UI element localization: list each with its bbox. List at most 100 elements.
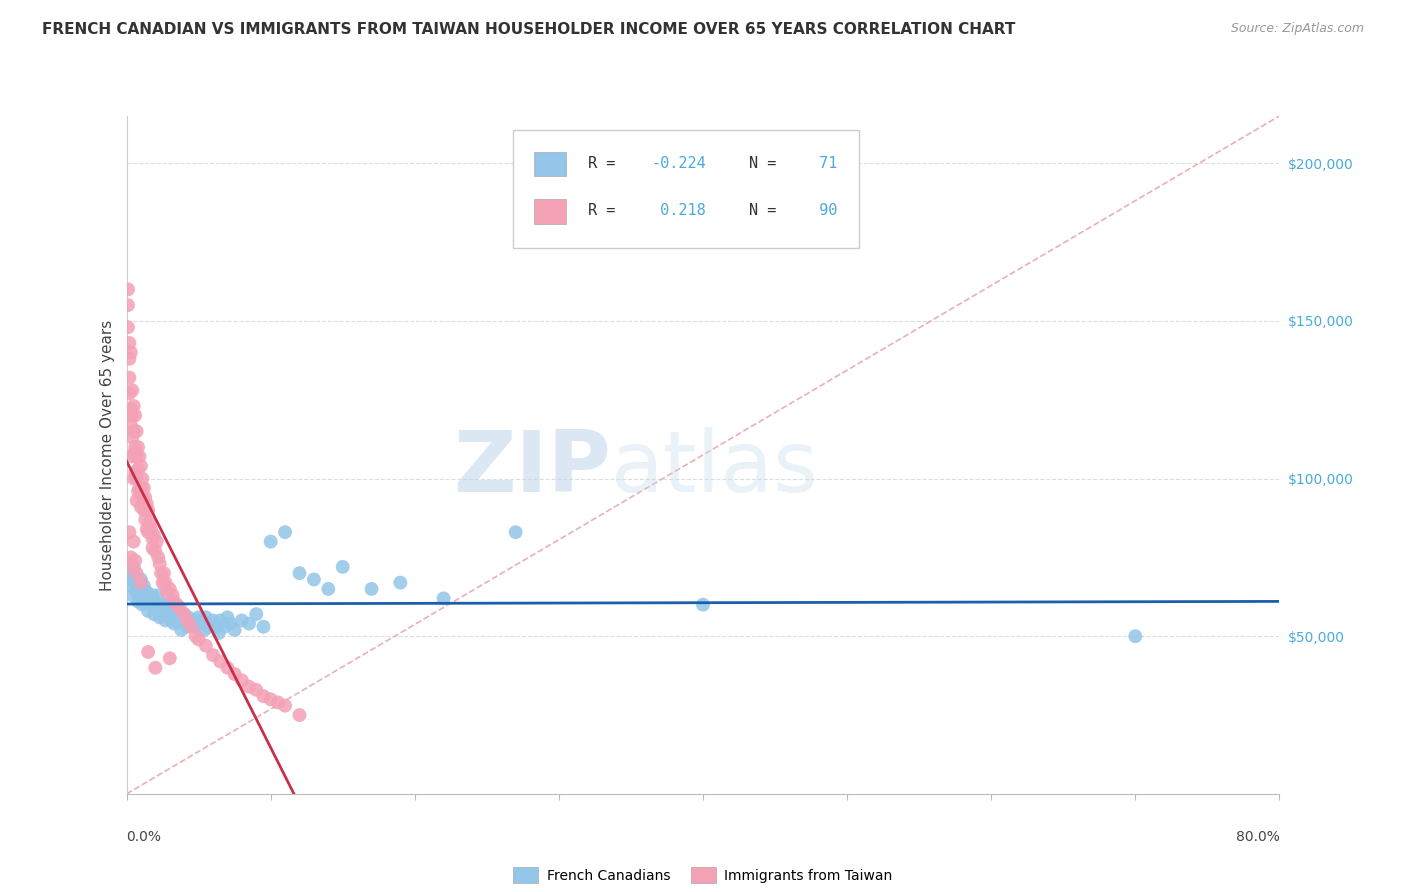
Point (129, 481, 152, 495)
Bar (533, 152, 565, 177)
Point (129, 458, 152, 473)
Point (124, 465, 146, 479)
Point (173, 607, 195, 622)
Point (125, 585, 148, 599)
Point (124, 409, 146, 423)
Point (194, 639, 217, 653)
Point (129, 575, 152, 590)
Point (117, 566, 139, 581)
Text: atlas: atlas (610, 427, 818, 510)
Point (163, 594, 186, 608)
Point (125, 566, 148, 581)
Point (152, 575, 174, 590)
Point (122, 446, 145, 460)
Text: N =: N = (749, 156, 786, 171)
Point (205, 620, 228, 634)
Text: R =: R = (588, 203, 624, 219)
Point (166, 604, 188, 618)
Point (127, 462, 149, 476)
Text: FRENCH CANADIAN VS IMMIGRANTS FROM TAIWAN HOUSEHOLDER INCOME OVER 65 YEARS CORRE: FRENCH CANADIAN VS IMMIGRANTS FROM TAIWA… (42, 22, 1015, 37)
Point (238, 680, 260, 694)
Point (176, 620, 198, 634)
Point (120, 550, 142, 565)
Point (259, 692, 281, 706)
Point (121, 588, 143, 602)
Text: 71: 71 (810, 156, 838, 171)
Point (167, 614, 190, 628)
Point (145, 661, 166, 675)
Point (135, 522, 157, 536)
Point (129, 588, 152, 602)
Point (155, 575, 177, 590)
Point (128, 582, 150, 596)
Point (245, 607, 267, 622)
Point (183, 620, 205, 634)
Point (170, 623, 193, 637)
Point (121, 409, 143, 423)
Point (141, 588, 163, 602)
Point (120, 573, 142, 587)
Point (219, 616, 242, 631)
Point (173, 607, 195, 622)
Point (134, 491, 156, 505)
Point (162, 607, 184, 622)
Point (259, 534, 281, 549)
Point (360, 582, 382, 596)
Point (117, 282, 139, 296)
Point (117, 298, 139, 312)
Text: N =: N = (749, 203, 786, 219)
Point (131, 491, 153, 505)
Point (139, 522, 162, 536)
Point (267, 695, 290, 709)
Point (302, 573, 325, 587)
Point (190, 616, 212, 631)
Legend: French Canadians, Immigrants from Taiwan: French Canadians, Immigrants from Taiwan (508, 862, 898, 888)
Point (184, 629, 207, 643)
Point (146, 600, 169, 615)
Point (134, 591, 156, 606)
Point (166, 598, 188, 612)
Point (121, 384, 143, 398)
Point (288, 708, 311, 723)
Text: ZIP: ZIP (453, 427, 610, 510)
Point (142, 528, 165, 542)
Point (122, 559, 145, 574)
Point (121, 450, 143, 464)
Point (124, 569, 146, 583)
Point (180, 616, 202, 631)
Point (129, 573, 152, 587)
Point (122, 472, 145, 486)
Text: 0.218: 0.218 (651, 203, 706, 219)
Point (118, 336, 141, 351)
Point (136, 525, 159, 540)
Point (433, 591, 456, 606)
Point (155, 614, 177, 628)
Point (187, 632, 209, 647)
Point (125, 424, 148, 438)
Text: 0.0%: 0.0% (127, 830, 162, 844)
Point (122, 399, 145, 413)
Point (153, 566, 176, 581)
Point (187, 610, 209, 624)
Point (169, 600, 191, 615)
Point (214, 620, 236, 634)
Point (156, 585, 179, 599)
Point (132, 579, 155, 593)
Point (124, 553, 146, 567)
Point (125, 493, 148, 508)
Point (118, 351, 141, 366)
Point (194, 610, 217, 624)
Point (125, 450, 148, 464)
Point (120, 345, 142, 359)
Point (120, 417, 142, 432)
Point (505, 525, 527, 540)
Point (118, 579, 141, 593)
Point (150, 566, 173, 581)
Point (148, 588, 170, 602)
Point (145, 594, 166, 608)
Point (136, 604, 159, 618)
Point (274, 698, 297, 713)
Point (209, 614, 232, 628)
Point (132, 481, 155, 495)
Point (692, 598, 714, 612)
